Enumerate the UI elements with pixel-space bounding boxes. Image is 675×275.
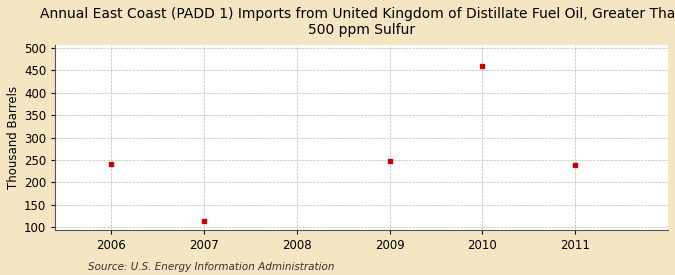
Y-axis label: Thousand Barrels: Thousand Barrels bbox=[7, 86, 20, 189]
Text: Source: U.S. Energy Information Administration: Source: U.S. Energy Information Administ… bbox=[88, 262, 334, 272]
Title: Annual East Coast (PADD 1) Imports from United Kingdom of Distillate Fuel Oil, G: Annual East Coast (PADD 1) Imports from … bbox=[40, 7, 675, 37]
